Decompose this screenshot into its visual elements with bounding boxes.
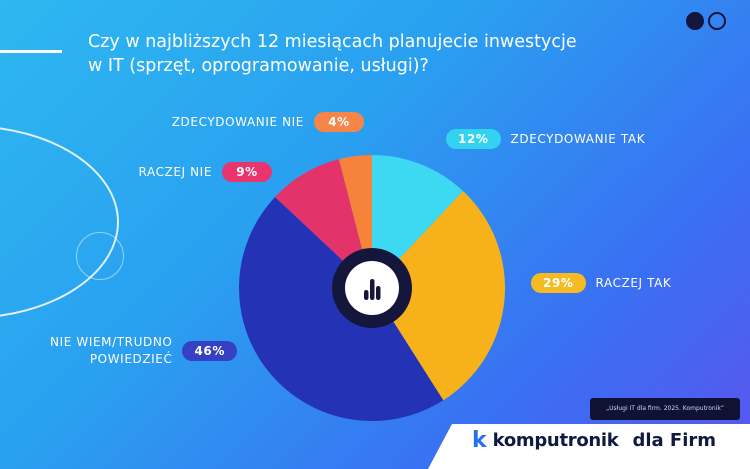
value-pill-zdecydowanie-tak: 12% [446, 129, 501, 149]
value-pill-raczej-tak: 29% [531, 273, 586, 293]
source-note: „Usługi IT dla firm. 2025. Komputronik” [590, 398, 740, 420]
dot-filled [686, 12, 704, 30]
category-label-raczej-nie: RACZEJ NIE [138, 164, 212, 179]
category-label-raczej-tak: RACZEJ TAK [595, 275, 672, 290]
value-pill-zdecydowanie-nie: 4% [314, 112, 364, 132]
pie-slice-raczej-nie [275, 159, 372, 288]
value-pill-raczej-nie: 9% [222, 162, 272, 182]
bar-chart-icon [364, 279, 381, 300]
brand-suffix: dla Firm [632, 430, 717, 451]
label-raczej-nie: RACZEJ NIE 9% [139, 162, 272, 182]
label-zdecydowanie-nie: ZDECYDOWANIE NIE 4% [172, 112, 364, 132]
pagination-dots [686, 12, 726, 30]
decorative-line [0, 50, 62, 53]
pie-slice-zdecydowanie-tak [372, 155, 464, 288]
label-raczej-tak: 29% RACZEJ TAK [531, 273, 671, 293]
chart-title-line-1: Czy w najbliższych 12 miesiącach planuje… [88, 32, 577, 52]
category-label-zdecydowanie-tak: ZDECYDOWANIE TAK [510, 131, 646, 146]
chart-title: Czy w najbliższych 12 miesiącach planuje… [88, 30, 648, 78]
pie-slice-raczej-tak [372, 191, 506, 401]
label-zdecydowanie-tak: 12% ZDECYDOWANIE TAK [446, 129, 645, 149]
category-label-nie-wiem-line-1: NIE WIEM/TRUDNO [50, 335, 173, 349]
chart-title-line-2: w IT (sprzęt, oprogramowanie, usługi)? [88, 56, 429, 76]
category-label-nie-wiem-line-2: POWIEDZIEĆ [89, 352, 173, 366]
decorative-ring-small [76, 232, 124, 280]
brand-logo: k komputronik dla Firm [472, 428, 716, 453]
komputronik-logo-icon: k [472, 428, 487, 453]
brand-name: komputronik [492, 430, 619, 451]
value-pill-nie-wiem: 46% [182, 341, 237, 361]
category-label-nie-wiem: NIE WIEM/TRUDNO POWIEDZIEĆ [50, 334, 172, 368]
label-nie-wiem: NIE WIEM/TRUDNO POWIEDZIEĆ 46% [50, 334, 237, 368]
category-label-zdecydowanie-nie: ZDECYDOWANIE NIE [171, 114, 304, 129]
dot-outline [708, 12, 726, 30]
